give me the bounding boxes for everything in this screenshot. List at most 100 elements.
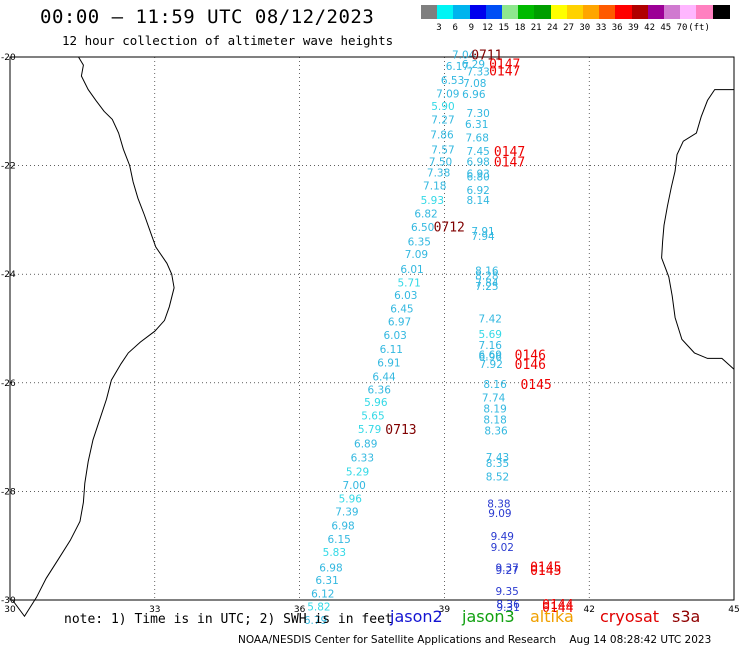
wave-height-value: 7.43 <box>486 452 509 464</box>
wave-height-value: 8.35 <box>486 458 509 470</box>
color-swatch <box>566 5 584 19</box>
pass-time-label: 0145 <box>530 564 561 579</box>
credit-text: NOAA/NESDIS Center for Satellite Applica… <box>238 634 711 646</box>
lat-tick-label: -24 <box>1 270 16 280</box>
color-swatch <box>583 5 600 19</box>
wave-height-value: 7.50 <box>429 156 452 168</box>
wave-height-value: 7.45 <box>466 146 489 158</box>
wave-height-value: 9.31 <box>496 602 519 614</box>
wave-height-value: 5.65 <box>361 410 384 422</box>
wave-height-value: 5.93 <box>421 195 444 207</box>
wave-height-value: 6.33 <box>351 453 374 465</box>
color-scale-label: 6 <box>452 23 458 33</box>
pass-time-label: 0712 <box>434 220 465 235</box>
wave-height-value: 7.25 <box>475 281 498 293</box>
lon-tick-label: 30 <box>4 605 16 615</box>
color-swatch <box>469 5 487 19</box>
wave-height-value: 6.31 <box>465 119 488 131</box>
pass-time-label: 0144 <box>542 601 573 616</box>
wave-height-value: 6.96 <box>462 89 486 101</box>
wave-height-value: 7.86 <box>430 130 454 142</box>
wave-height-value: 6.80 <box>466 171 489 183</box>
wave-height-value: 7.16 <box>479 340 503 352</box>
credit-org: NOAA/NESDIS Center for Satellite Applica… <box>238 634 556 646</box>
color-scale-label: 24 <box>546 23 558 33</box>
color-swatch <box>615 5 633 19</box>
wave-height-value: 6.11 <box>380 344 403 356</box>
color-scale-label: 15 <box>498 23 510 33</box>
wave-height-value: 6.98 <box>319 562 342 574</box>
pass-time-label: 0147 <box>494 145 525 160</box>
wave-height-value: 7.42 <box>479 314 502 326</box>
pass-time-label: 0711 <box>471 48 502 63</box>
wave-height-value: 6.93 <box>466 169 489 181</box>
wave-height-value: 5.96 <box>339 493 363 505</box>
wave-height-value: 7.38 <box>427 168 450 180</box>
color-swatch <box>599 5 617 19</box>
pass-time-label: 0713 <box>385 423 416 438</box>
pass-time-label: 0145 <box>530 560 561 575</box>
color-swatch <box>550 5 568 19</box>
wave-height-value: 8.19 <box>483 403 506 415</box>
wave-height-value: 9.35 <box>495 586 518 598</box>
color-scale-label: 18 <box>514 23 526 33</box>
coastline-west <box>11 56 175 618</box>
wave-height-value: 8.36 <box>496 599 520 611</box>
wave-height-value: 7.84 <box>475 277 499 289</box>
wave-height-value: 8.36 <box>484 426 508 438</box>
wave-height-value: 9.09 <box>488 508 511 520</box>
wave-height-value: 8.52 <box>486 472 509 484</box>
wave-height-value: 7.74 <box>482 392 506 404</box>
wave-height-value: 6.03 <box>383 330 406 342</box>
wave-height-value: 6.45 <box>390 303 413 315</box>
wave-height-value: 5.71 <box>397 277 420 289</box>
color-scale-label: 3 <box>436 23 442 33</box>
wave-height-value: 8.28 <box>475 270 498 282</box>
note-text: note: 1) Time is in UTC; 2) SWH is in fe… <box>64 612 393 627</box>
color-scale-label: 21 <box>530 23 542 33</box>
wave-height-value: 6.96 <box>479 352 503 364</box>
pass-time-label: 0147 <box>489 58 520 73</box>
color-swatch <box>437 5 455 19</box>
satellite-label-cryosat: cryosat <box>600 607 660 626</box>
wave-height-value: 6.36 <box>368 384 392 396</box>
pass-time-label: 0147 <box>489 65 520 80</box>
lon-tick-label: 39 <box>439 605 451 615</box>
wave-height-value: 7.09 <box>436 88 459 100</box>
wave-height-value: 6.98 <box>331 521 354 533</box>
wave-height-value: 6.29 <box>462 59 485 71</box>
lat-tick-label: -30 <box>1 596 16 606</box>
color-scale-label: 70 <box>676 23 688 33</box>
color-swatch <box>518 5 536 19</box>
lon-tick-label: 45 <box>728 605 739 615</box>
color-scale-label: 45 <box>660 23 672 33</box>
lat-tick-label: -28 <box>1 487 16 497</box>
lon-tick-label: 36 <box>294 605 306 615</box>
color-swatch <box>631 5 649 19</box>
pass-time-label: 0145 <box>520 378 551 393</box>
wave-height-value: 6.91 <box>377 358 400 370</box>
wave-height-value: 5.90 <box>431 101 454 113</box>
wave-height-value: 7.08 <box>463 78 486 90</box>
color-swatch <box>680 5 698 19</box>
wave-height-value: 7.33 <box>466 67 489 79</box>
wave-height-value: 8.18 <box>483 415 506 427</box>
wave-height-value: 8.38 <box>487 498 510 510</box>
wave-height-value: 7.68 <box>466 132 489 144</box>
wave-height-value: 7.27 <box>431 114 454 126</box>
color-swatch <box>502 5 519 19</box>
lon-tick-label: 42 <box>583 605 594 615</box>
color-swatch <box>421 5 438 19</box>
wave-height-value: 7.94 <box>471 231 495 243</box>
color-scale-label: 42 <box>644 23 656 33</box>
wave-height-value: 9.27 <box>495 565 518 577</box>
color-scale-label: (ft) <box>688 23 710 33</box>
color-scale-label: 27 <box>563 23 575 33</box>
satellite-label-altika: altika <box>530 607 574 626</box>
color-swatch <box>647 5 665 19</box>
color-scale-label: 33 <box>595 23 607 33</box>
wave-height-value: 6.15 <box>327 534 350 546</box>
wave-height-value: 5.96 <box>364 397 388 409</box>
color-swatch <box>696 5 714 19</box>
wave-height-value: 8.16 <box>483 379 507 391</box>
